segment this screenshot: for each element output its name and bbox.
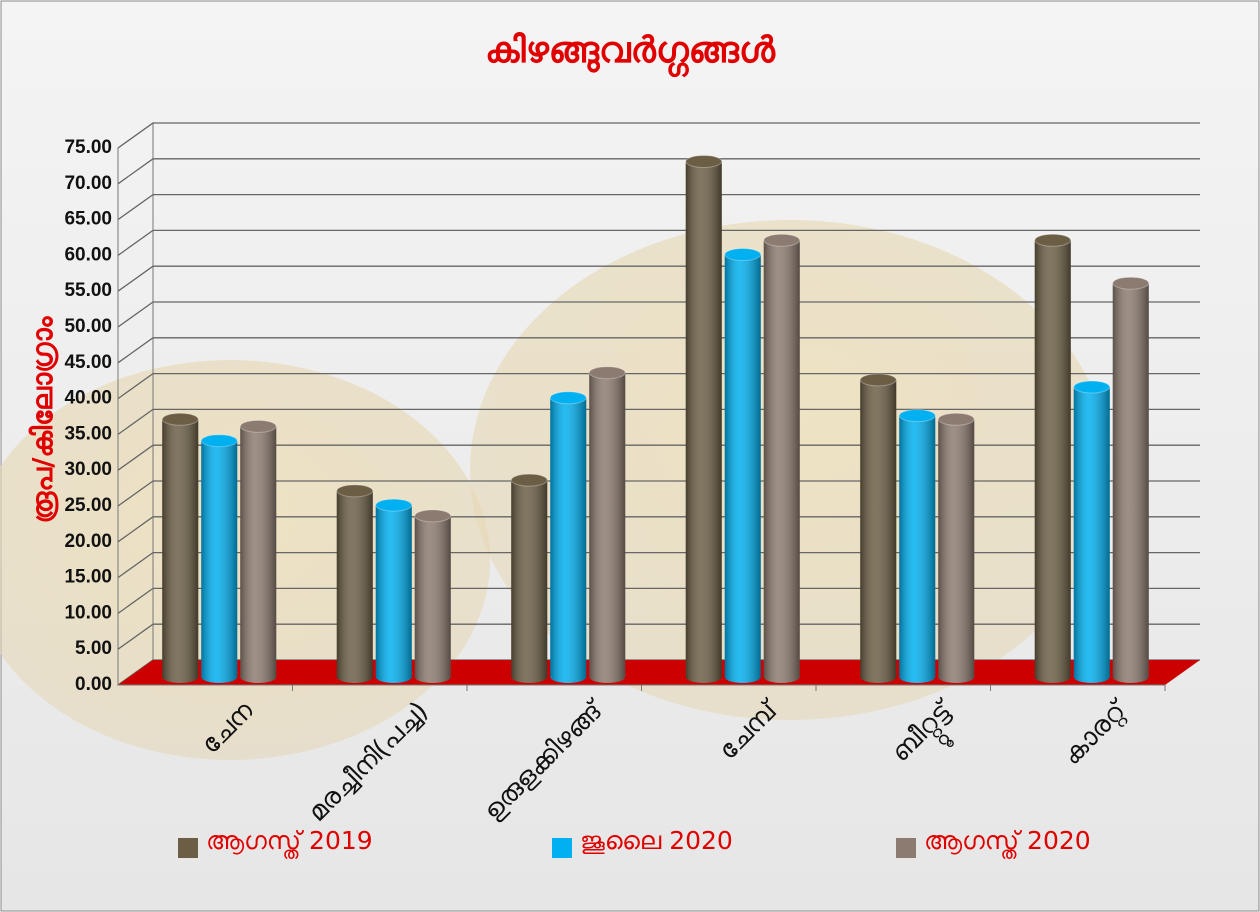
bar-shade bbox=[240, 426, 277, 683]
bar-shade bbox=[201, 440, 238, 683]
bar bbox=[1073, 380, 1111, 683]
grid-line bbox=[117, 551, 1200, 579]
bar-shade bbox=[1073, 387, 1110, 683]
bar-top bbox=[549, 391, 587, 405]
bar bbox=[375, 498, 413, 683]
grid-line bbox=[117, 623, 1200, 650]
y-tick-label: 50.00 bbox=[64, 316, 112, 337]
bar-top bbox=[898, 409, 936, 423]
bar-top bbox=[685, 154, 723, 168]
grid-line bbox=[117, 229, 1200, 256]
y-tick-label: 20.00 bbox=[64, 531, 112, 552]
grid-line bbox=[117, 301, 1200, 328]
bar bbox=[588, 366, 626, 683]
bar-shade bbox=[589, 372, 626, 683]
grid-line bbox=[117, 122, 1200, 149]
bar-shade bbox=[550, 397, 587, 683]
legend-label: ജൂലൈ 2020 bbox=[580, 826, 733, 855]
bar bbox=[937, 412, 975, 683]
grid-line bbox=[117, 587, 1200, 614]
y-tick-label: 65.00 bbox=[64, 209, 112, 230]
grid-line bbox=[117, 158, 1200, 185]
bar-top bbox=[937, 412, 975, 426]
bar bbox=[724, 248, 762, 683]
bar-shade bbox=[375, 505, 412, 683]
bar-top bbox=[724, 248, 762, 262]
y-tick-label: 60.00 bbox=[64, 244, 112, 265]
legend-swatch bbox=[552, 838, 572, 858]
bar bbox=[549, 391, 587, 683]
bar-shade bbox=[763, 240, 800, 684]
bar bbox=[200, 434, 238, 683]
bar-top bbox=[414, 509, 452, 523]
grid-line bbox=[117, 480, 1200, 507]
bar bbox=[898, 409, 936, 683]
grid-line bbox=[117, 408, 1200, 435]
y-tick-label: 5.00 bbox=[75, 638, 112, 659]
y-tick-label: 15.00 bbox=[64, 567, 112, 588]
bar-top bbox=[239, 419, 277, 433]
bar-top bbox=[763, 233, 801, 247]
bar bbox=[510, 473, 548, 683]
y-tick-label: 55.00 bbox=[64, 280, 112, 301]
bar-shade bbox=[1112, 283, 1149, 683]
bar-top bbox=[200, 434, 238, 448]
y-axis-title: രൂപ/കിലോഗ്രാം bbox=[26, 315, 59, 523]
bar-shade bbox=[336, 490, 373, 683]
bar bbox=[161, 412, 199, 683]
y-tick-label: 45.00 bbox=[64, 352, 112, 373]
grid-line bbox=[117, 372, 1200, 400]
legend-swatch bbox=[178, 838, 198, 858]
bar-shade bbox=[938, 419, 975, 683]
bar bbox=[763, 233, 801, 684]
y-tick-label: 35.00 bbox=[64, 423, 112, 444]
y-tick-label: 25.00 bbox=[64, 495, 112, 516]
grid-line bbox=[117, 193, 1200, 221]
bar-top bbox=[336, 484, 374, 498]
y-tick-label: 0.00 bbox=[75, 674, 112, 695]
bar-shade bbox=[1034, 240, 1071, 684]
bar-shade bbox=[414, 515, 451, 683]
bar-top bbox=[1073, 380, 1111, 394]
legend-label: ആഗസ്ത് 2019 bbox=[206, 826, 373, 859]
chart-title: കിഴങ്ങുവർഗ്ഗങ്ങൾ bbox=[485, 30, 776, 77]
y-tick-label: 70.00 bbox=[64, 173, 112, 194]
bar-top bbox=[588, 366, 626, 380]
bar-top bbox=[510, 473, 548, 487]
bar-shade bbox=[724, 254, 761, 683]
grid-line bbox=[117, 444, 1200, 471]
y-tick-label: 10.00 bbox=[64, 602, 112, 623]
y-tick-label: 75.00 bbox=[64, 137, 112, 158]
bar-top bbox=[375, 498, 413, 512]
y-tick-label: 30.00 bbox=[64, 459, 112, 480]
bar bbox=[859, 373, 897, 683]
grid-line bbox=[117, 265, 1200, 292]
bar bbox=[1034, 233, 1072, 684]
bar bbox=[685, 154, 723, 684]
bar-shade bbox=[899, 415, 936, 683]
y-tick-label: 40.00 bbox=[64, 388, 112, 409]
grid-line bbox=[117, 337, 1200, 364]
bar-shade bbox=[685, 161, 722, 684]
legend-label: ആഗസ്ത് 2020 bbox=[924, 826, 1091, 859]
bar bbox=[414, 509, 452, 683]
bar bbox=[239, 419, 277, 683]
bar-shade bbox=[860, 379, 897, 683]
bar-top bbox=[1034, 233, 1072, 247]
bar-top bbox=[161, 412, 199, 426]
legend-swatch bbox=[896, 838, 916, 858]
grid-line bbox=[117, 516, 1200, 543]
bar bbox=[336, 484, 374, 683]
bar bbox=[1112, 276, 1150, 683]
bar-shade bbox=[511, 480, 548, 683]
bar-top bbox=[1112, 276, 1150, 290]
bar-shade bbox=[162, 419, 199, 683]
bar-top bbox=[859, 373, 897, 387]
